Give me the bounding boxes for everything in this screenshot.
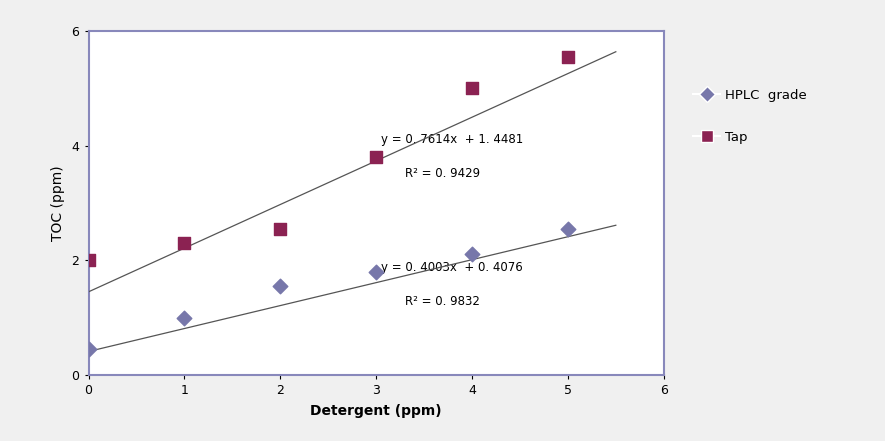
- HPLC  grade: [465, 251, 479, 258]
- Text: R² = 0. 9832: R² = 0. 9832: [405, 295, 480, 308]
- Tap: [465, 85, 479, 92]
- Tap: [561, 53, 575, 60]
- Tap: [81, 257, 96, 264]
- HPLC  grade: [273, 282, 288, 289]
- Y-axis label: TOC (ppm): TOC (ppm): [50, 165, 65, 241]
- HPLC  grade: [81, 346, 96, 353]
- HPLC  grade: [369, 268, 383, 275]
- HPLC  grade: [561, 225, 575, 232]
- HPLC  grade: [177, 314, 191, 321]
- Tap: [273, 225, 288, 232]
- Legend: HPLC  grade, Tap: HPLC grade, Tap: [693, 89, 807, 144]
- Tap: [177, 239, 191, 247]
- Text: R² = 0. 9429: R² = 0. 9429: [405, 167, 480, 180]
- X-axis label: Detergent (ppm): Detergent (ppm): [311, 404, 442, 418]
- Text: y = 0. 4003x  + 0. 4076: y = 0. 4003x + 0. 4076: [381, 261, 523, 273]
- Text: y = 0. 7614x  + 1. 4481: y = 0. 7614x + 1. 4481: [381, 133, 523, 146]
- Tap: [369, 153, 383, 161]
